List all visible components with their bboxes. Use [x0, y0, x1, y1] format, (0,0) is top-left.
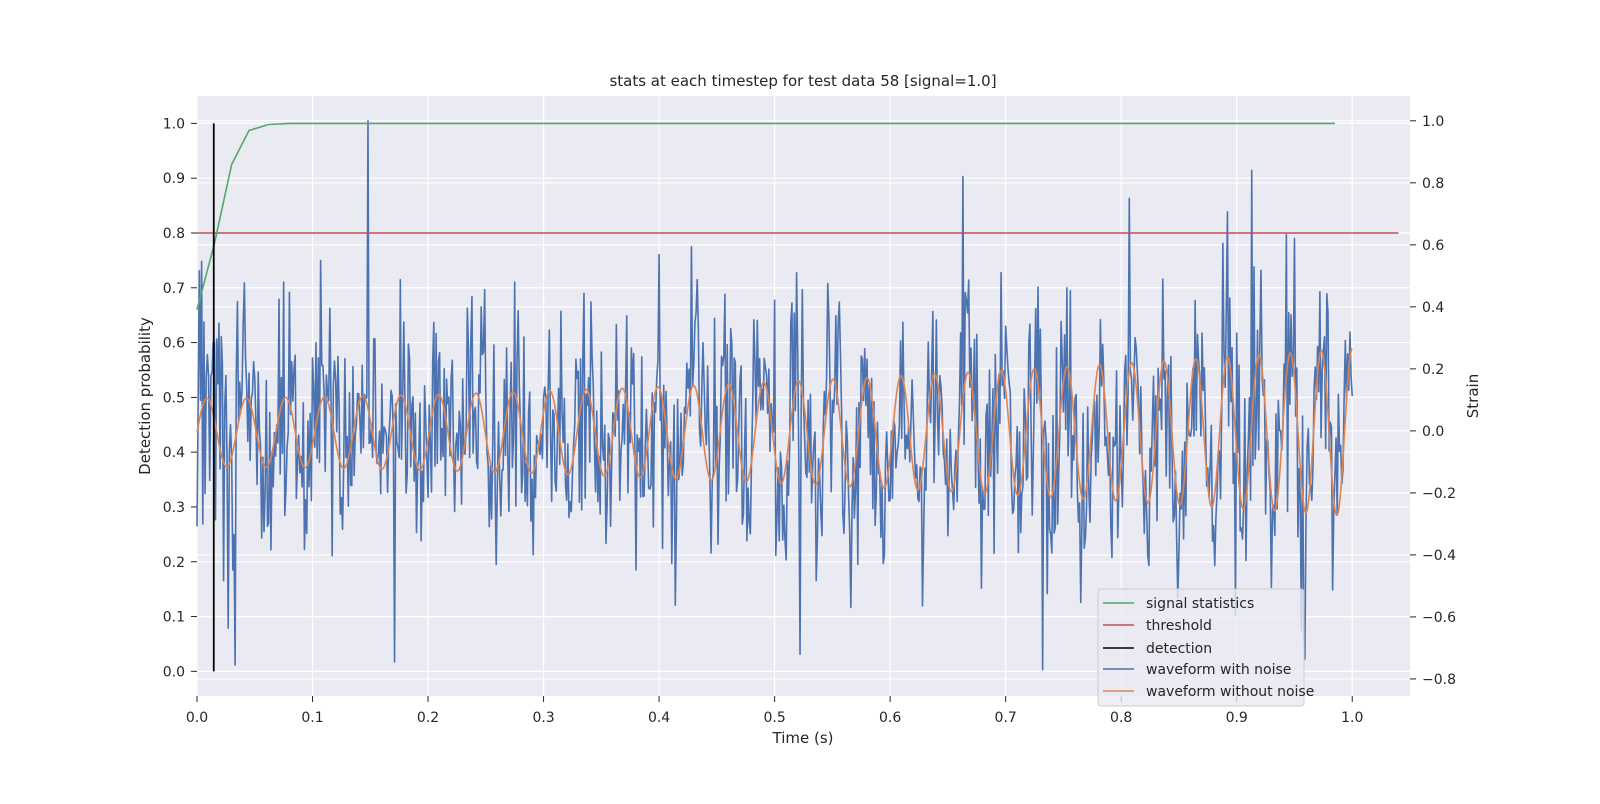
y-tick-label-left: 0.5	[163, 390, 185, 406]
legend-item-signal-statistics: signal statistics	[1103, 596, 1254, 612]
x-tick-label: 0.8	[1110, 710, 1132, 726]
y-tick-label-right: −0.6	[1422, 610, 1456, 626]
series-layer	[196, 120, 1399, 672]
legend-label-waveform-without-noise: waveform without noise	[1146, 684, 1314, 700]
series-waveform-without-noise	[196, 348, 1353, 517]
y-tick-label-left: 0.7	[163, 281, 185, 297]
legend-item-detection: detection	[1103, 641, 1212, 657]
legend-item-waveform-with-noise: waveform with noise	[1103, 662, 1291, 678]
legend-label-detection: detection	[1146, 641, 1212, 657]
chart-title: stats at each timestep for test data 58 …	[609, 72, 996, 90]
y-tick-label-left: 0.0	[163, 664, 185, 680]
y-axis-label-left: Detection probability	[136, 317, 154, 475]
legend-item-waveform-without-noise: waveform without noise	[1103, 684, 1314, 700]
y-tick-label-left: 1.0	[163, 116, 185, 132]
y-tick-label-left: 0.2	[163, 555, 185, 571]
y-tick-label-right: 0.0	[1422, 424, 1444, 440]
y-tick-label-left: 0.3	[163, 500, 185, 516]
y-tick-label-right: 1.0	[1422, 114, 1444, 130]
legend-label-threshold: threshold	[1146, 618, 1212, 634]
legend-box	[1097, 588, 1305, 707]
y-axis-label-right: Strain	[1464, 374, 1482, 418]
x-tick-label: 0.9	[1226, 710, 1248, 726]
x-axis-label: Time (s)	[772, 729, 834, 747]
y-tick-label-right: 0.6	[1422, 238, 1444, 254]
y-tick-label-left: 0.4	[163, 445, 185, 461]
y-tick-label-right: 0.4	[1422, 300, 1444, 316]
legend-item-threshold: threshold	[1103, 618, 1212, 634]
x-tick-label: 0.7	[995, 710, 1017, 726]
legend-label-signal-statistics: signal statistics	[1146, 596, 1254, 612]
x-tick-label: 0.0	[186, 710, 208, 726]
legend: signal statistics threshold detection wa…	[1097, 588, 1314, 707]
x-tick-label: 0.3	[532, 710, 554, 726]
x-tick-label: 1.0	[1341, 710, 1363, 726]
y-tick-label-left: 0.6	[163, 336, 185, 352]
x-tick-label: 0.4	[648, 710, 670, 726]
x-tick-label: 0.5	[763, 710, 785, 726]
y-tick-label-right: −0.2	[1422, 486, 1456, 502]
x-tick-label: 0.6	[879, 710, 901, 726]
y-tick-label-left: 0.8	[163, 226, 185, 242]
y-tick-label-right: −0.8	[1422, 672, 1456, 688]
y-tick-label-right: 0.8	[1422, 176, 1444, 192]
series-signal-statistics	[196, 122, 1335, 310]
axes-layer: 0.0 0.1 0.2 0.3 0.4 0.5 0.6 0.7 0.8 0.9 1.0 0.0 0.1 0…	[163, 114, 1456, 726]
y-tick-label-right: −0.4	[1422, 548, 1456, 564]
y-tick-label-right: 0.2	[1422, 362, 1444, 378]
series-waveform-with-noise	[196, 120, 1354, 671]
y-tick-label-left: 0.9	[163, 171, 185, 187]
x-tick-label: 0.2	[417, 710, 439, 726]
legend-label-waveform-with-noise: waveform with noise	[1146, 662, 1291, 678]
y-tick-label-left: 0.1	[163, 610, 185, 626]
x-tick-label: 0.1	[301, 710, 323, 726]
